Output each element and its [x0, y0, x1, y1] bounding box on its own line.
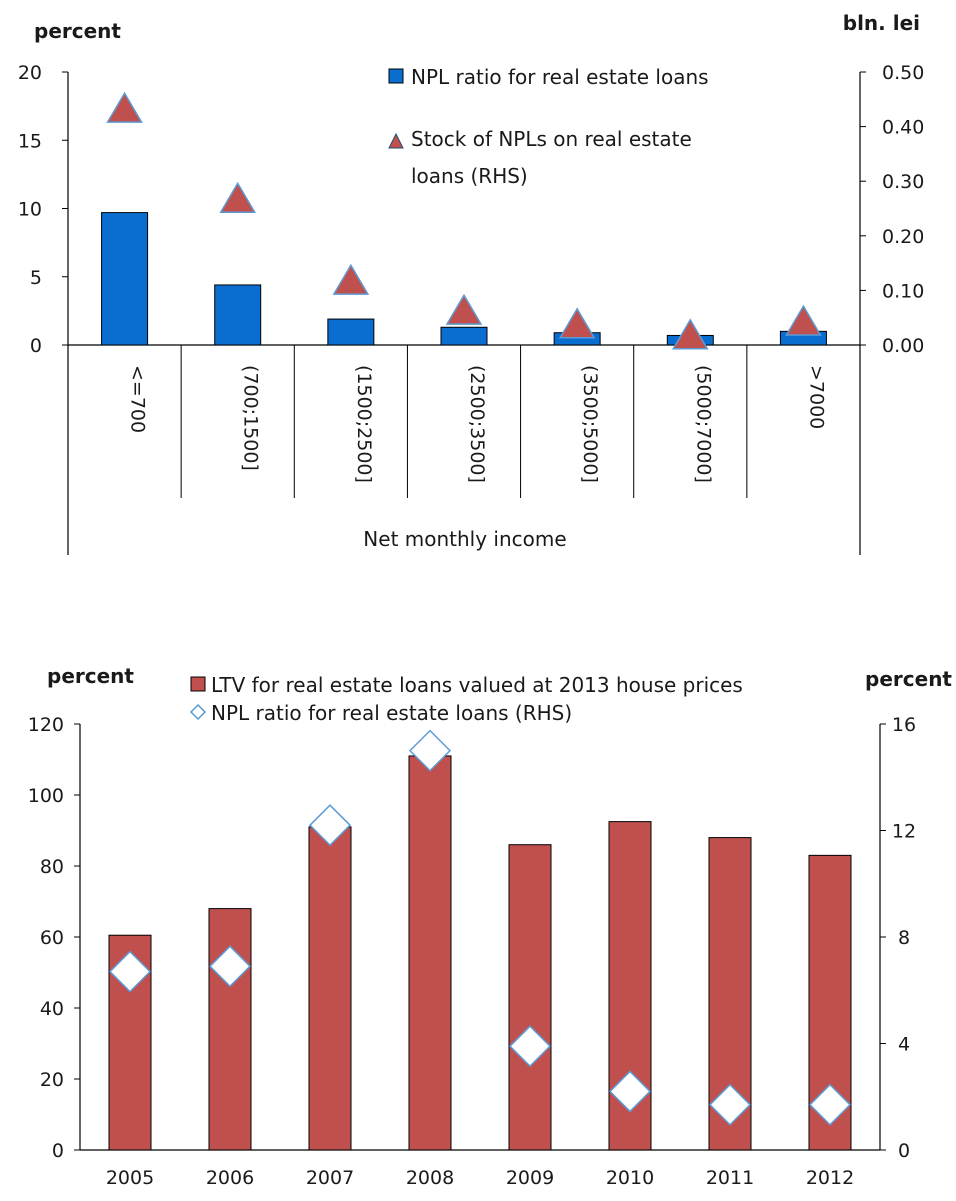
bar-npl-ratio — [101, 212, 149, 346]
right-tick-label: 12 — [892, 821, 916, 843]
left-tick-label: 40 — [40, 998, 64, 1020]
legend-label-bar: LTV for real estate loans valued at 2013… — [211, 673, 743, 697]
left-tick-label: 120 — [28, 714, 64, 736]
legend-swatch-triangle — [388, 132, 404, 149]
right-tick-label: 0.30 — [882, 171, 924, 193]
marker-npl-ratio — [308, 804, 352, 847]
category-label: (1500;2500] — [353, 365, 375, 483]
marker-npl-stock — [445, 293, 483, 325]
marker-npl-ratio — [408, 729, 452, 772]
bar-npl-ratio — [440, 326, 488, 346]
right-axis-label: bln. lei — [843, 11, 920, 35]
legend-label-triangle-line1: Stock of NPLs on real estate — [411, 127, 692, 151]
right-tick-label: 8 — [898, 927, 910, 949]
left-axis-label: percent — [34, 19, 121, 43]
category-label: 2012 — [806, 1167, 854, 1189]
left-tick-label: 20 — [18, 62, 42, 84]
marker-npl-ratio — [108, 950, 152, 993]
marker-npl-stock — [106, 91, 143, 123]
category-label: 2007 — [306, 1167, 354, 1189]
category-label: >7000 — [805, 365, 827, 429]
left-tick-label: 20 — [40, 1069, 64, 1091]
legend-swatch-diamond — [189, 703, 207, 721]
legend-swatch-bar — [190, 676, 206, 692]
category-label: (3500;5000] — [579, 365, 601, 483]
left-tick-label: 10 — [18, 199, 42, 221]
bar-ltv — [508, 844, 552, 1151]
chart-ltv-by-year: percent percent LTV for real estate loan… — [28, 664, 953, 1189]
right-tick-label: 0.10 — [882, 280, 924, 302]
category-label: (2500;3500] — [466, 365, 488, 483]
bar-ltv — [208, 908, 252, 1151]
right-tick-label: 0.20 — [882, 226, 924, 248]
marker-npl-ratio — [708, 1083, 752, 1126]
right-tick-label: 0.50 — [882, 62, 924, 84]
marker-npl-ratio — [508, 1025, 552, 1068]
left-tick-label: 15 — [18, 130, 42, 152]
category-label: 2009 — [506, 1167, 554, 1189]
left-tick-label: 5 — [30, 267, 42, 289]
marker-npl-ratio — [608, 1070, 652, 1113]
marker-npl-stock — [671, 318, 709, 350]
legend-label-diamond: NPL ratio for real estate loans (RHS) — [211, 701, 572, 725]
marker-npl-ratio — [808, 1083, 852, 1126]
left-tick-label: 100 — [28, 785, 64, 807]
left-tick-label: 0 — [52, 1140, 64, 1162]
marker-npl-stock — [332, 263, 370, 295]
category-label: 2008 — [406, 1167, 454, 1189]
left-axis-label: percent — [47, 664, 134, 688]
marker-npl-stock — [785, 304, 822, 336]
left-tick-label: 0 — [30, 335, 42, 357]
legend: NPL ratio for real estate loans Stock of… — [388, 65, 709, 188]
category-label: (700;1500] — [240, 365, 262, 471]
marker-npl-stock — [219, 181, 257, 213]
right-tick-label: 0.40 — [882, 117, 924, 139]
category-label: (5000;7000] — [692, 365, 714, 483]
marker-npl-ratio — [208, 945, 252, 988]
category-label: 2011 — [706, 1167, 754, 1189]
legend-label-bar: NPL ratio for real estate loans — [411, 65, 709, 89]
right-axis-label: percent — [865, 667, 952, 691]
x-axis-title: Net monthly income — [363, 527, 566, 551]
category-label: 2005 — [106, 1167, 154, 1189]
right-tick-label: 0 — [898, 1140, 910, 1162]
legend-label-triangle-line2: loans (RHS) — [411, 164, 528, 188]
bar-ltv — [308, 826, 352, 1151]
legend: LTV for real estate loans valued at 2013… — [189, 673, 743, 725]
category-label: <=700 — [127, 365, 149, 433]
left-tick-label: 80 — [40, 856, 64, 878]
category-label: 2006 — [206, 1167, 254, 1189]
category-label: 2010 — [606, 1167, 654, 1189]
bar-npl-ratio — [214, 284, 262, 346]
marker-npl-stock — [558, 307, 596, 339]
right-tick-label: 0.00 — [882, 335, 924, 357]
bar-npl-ratio — [327, 318, 375, 346]
legend-swatch-bar — [388, 68, 404, 84]
bar-ltv — [408, 755, 452, 1151]
right-tick-label: 4 — [898, 1034, 910, 1056]
left-tick-label: 60 — [40, 927, 64, 949]
right-tick-label: 16 — [892, 714, 916, 736]
chart-npl-by-income: percent bln. lei NPL ratio for real esta… — [18, 11, 924, 555]
